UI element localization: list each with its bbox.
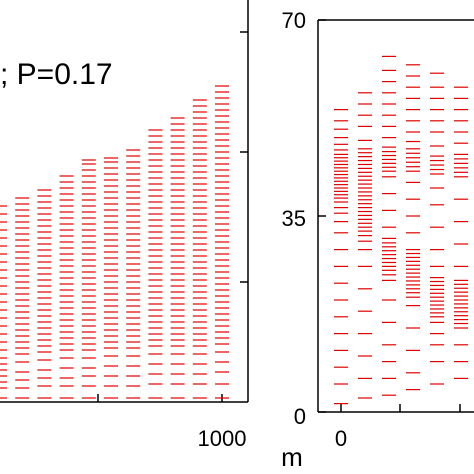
left-x-tick-label-1000: 1000	[198, 426, 247, 451]
left-data-marks	[0, 85, 229, 399]
x-axis-title: m	[281, 442, 303, 472]
right-y-tick-label-70: 70	[282, 8, 306, 33]
left-panel: ; P=0.17 1000	[0, 0, 249, 451]
annotation-label: ; P=0.17	[0, 58, 113, 91]
right-y-tick-label-0: 0	[294, 404, 306, 429]
right-y-tick-label-35: 35	[282, 206, 306, 231]
right-data-marks	[334, 55, 468, 405]
right-x-tick-label-0: 0	[335, 426, 347, 451]
right-ticks	[318, 19, 461, 413]
right-panel: 70 35 0 0 m	[281, 8, 474, 472]
